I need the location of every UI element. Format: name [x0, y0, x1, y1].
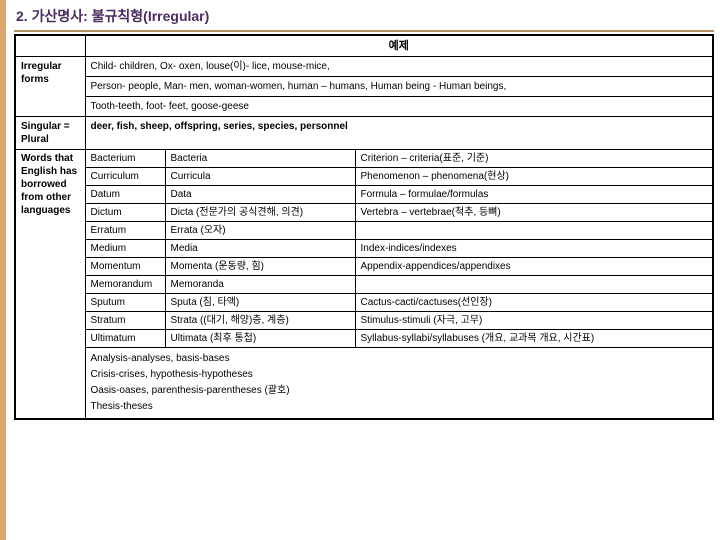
irregular-line-1: Child- children, Ox- oxen, louse(이)- lic… [85, 57, 713, 77]
header-example: 예제 [85, 35, 713, 57]
pair-s: Medium [85, 240, 165, 258]
label-irregular: Irregular forms [15, 57, 85, 117]
pair-s: Stratum [85, 312, 165, 330]
pair-p: Bacteria [165, 150, 355, 168]
pair-s: Memorandum [85, 276, 165, 294]
pair-s: Curriculum [85, 168, 165, 186]
left-accent-border [0, 0, 6, 540]
bottom-line: Analysis-analyses, basis-bases [91, 351, 708, 367]
pair-r: Stimulus-stimuli (자극, 고무) [355, 312, 713, 330]
pair-s: Sputum [85, 294, 165, 312]
pair-p: Dicta (전문가의 공식견해, 의견) [165, 204, 355, 222]
pair-r: Syllabus-syllabi/syllabuses (개요, 교과목 개요,… [355, 330, 713, 348]
singular-content: deer, fish, sheep, offspring, series, sp… [85, 117, 713, 150]
pair-r: Criterion – criteria(표준, 기준) [355, 150, 713, 168]
pair-r [355, 276, 713, 294]
pair-p: Memoranda [165, 276, 355, 294]
label-singular-plural: Singular = Plural [15, 117, 85, 150]
page-content: 2. 가산명사: 불규칙형(Irregular) 예제 Irregular fo… [10, 0, 720, 424]
label-borrowed: Words that English has borrowed from oth… [15, 150, 85, 420]
bottom-analyses: Analysis-analyses, basis-bases Crisis-cr… [85, 348, 713, 420]
pair-p: Data [165, 186, 355, 204]
pair-p: Sputa (침, 타액) [165, 294, 355, 312]
pair-r: Vertebra – vertebrae(척추, 등뼈) [355, 204, 713, 222]
pair-r [355, 222, 713, 240]
pair-r: Phenomenon – phenomena(현상) [355, 168, 713, 186]
pair-p: Media [165, 240, 355, 258]
pair-s: Dictum [85, 204, 165, 222]
pair-r: Formula – formulae/formulas [355, 186, 713, 204]
pair-r: Cactus-cacti/cactuses(선인장) [355, 294, 713, 312]
irregular-line-3: Tooth-teeth, foot- feet, goose-geese [85, 97, 713, 117]
pair-r: Appendix-appendices/appendixes [355, 258, 713, 276]
pair-p: Curricula [165, 168, 355, 186]
header-empty [15, 35, 85, 57]
pair-s: Erratum [85, 222, 165, 240]
irregular-line-2: Person- people, Man- men, woman-women, h… [85, 77, 713, 97]
pair-s: Datum [85, 186, 165, 204]
bottom-line: Crisis-crises, hypothesis-hypotheses [91, 367, 708, 383]
pair-p: Errata (오자) [165, 222, 355, 240]
pair-p: Ultimata (최후 통첩) [165, 330, 355, 348]
pair-s: Bacterium [85, 150, 165, 168]
page-title: 2. 가산명사: 불규칙형(Irregular) [14, 4, 714, 32]
bottom-line: Oasis-oases, parenthesis-parentheses (괄호… [91, 383, 708, 399]
pair-r: Index-indices/indexes [355, 240, 713, 258]
pair-p: Strata ((대기, 해양)층, 계층) [165, 312, 355, 330]
pair-p: Momenta (운동량, 힘) [165, 258, 355, 276]
pair-s: Momentum [85, 258, 165, 276]
irregular-table: 예제 Irregular forms Child- children, Ox- … [14, 34, 714, 420]
bottom-line: Thesis-theses [91, 399, 708, 415]
pair-s: Ultimatum [85, 330, 165, 348]
